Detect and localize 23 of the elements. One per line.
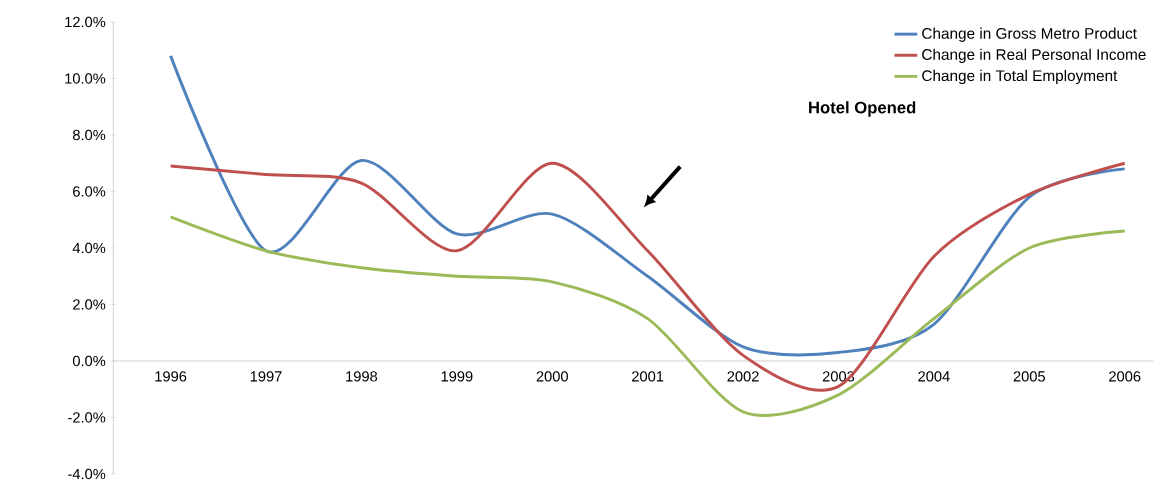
x-tick-label: 2005	[1013, 371, 1045, 382]
y-tick-label: -4.0%	[68, 469, 106, 480]
x-tick-label: 1997	[250, 371, 282, 382]
y-tick-label: 4.0%	[72, 243, 106, 254]
x-tick-label: 2002	[727, 371, 759, 382]
y-tick-label: 2.0%	[73, 299, 106, 310]
y-tick-label: -2.0%	[68, 412, 106, 423]
y-tick-label: 0.0%	[72, 356, 106, 367]
annotation: Hotel Opened	[809, 101, 916, 117]
x-tick-label: 1999	[441, 371, 473, 382]
x-tick-label: 2000	[536, 371, 568, 382]
y-tick-label: 10.0%	[65, 73, 106, 84]
x-tick-label: 1996	[155, 371, 187, 382]
x-tick-label: 2001	[632, 371, 664, 382]
legend-label: Change in Gross Metro Product	[922, 27, 1137, 43]
legend-label: Change in Real Personal Income	[922, 48, 1146, 64]
legend-label: Change in Total Employment	[922, 70, 1118, 85]
y-tick-label: 12.0%	[65, 17, 106, 28]
x-tick-label: 2006	[1109, 371, 1141, 382]
y-tick-label: 6.0%	[73, 186, 106, 197]
x-tick-label: 2004	[918, 371, 950, 382]
x-tick-label: 1998	[346, 371, 378, 382]
y-tick-label: 8.0%	[72, 130, 106, 141]
